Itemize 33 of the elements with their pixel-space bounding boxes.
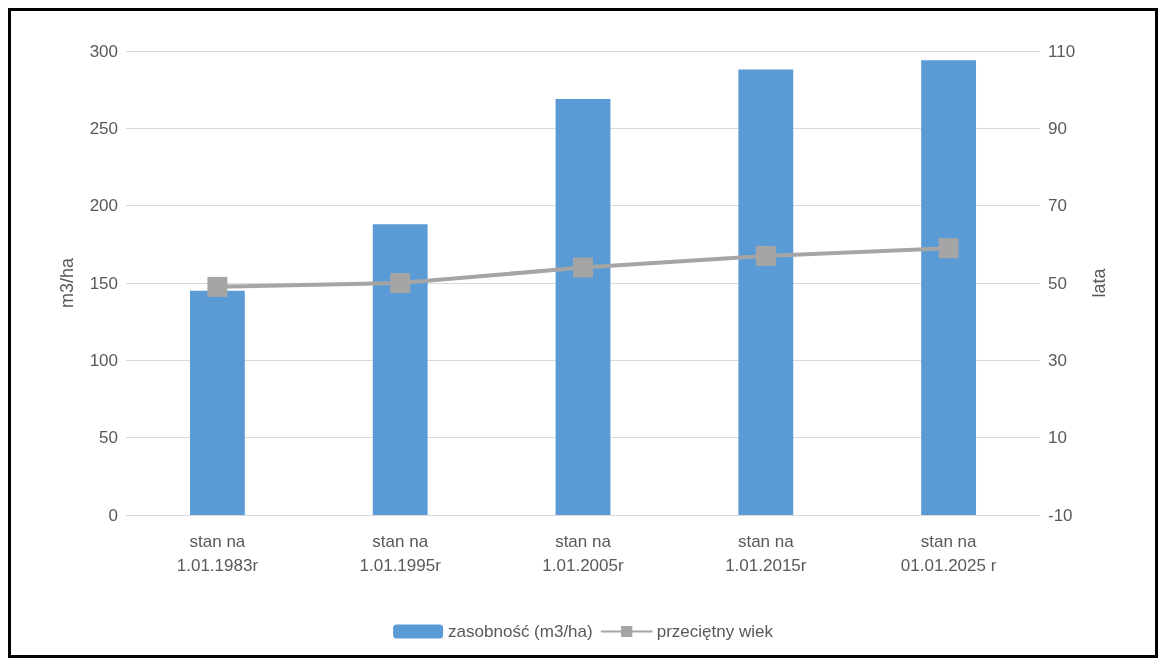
y2-axis-title: lata <box>1089 267 1109 298</box>
point <box>207 276 228 297</box>
bar <box>189 290 245 515</box>
y-tick-label: 150 <box>89 273 118 293</box>
y-axis-title: m3/ha <box>57 257 77 309</box>
y2-tick-label: 70 <box>1048 196 1067 216</box>
y2-tick-label: 30 <box>1048 350 1067 370</box>
x-tick-label: stan na 01.01.2025 r <box>900 531 997 575</box>
y2-tick-label: 110 <box>1048 41 1076 61</box>
x-tick-label: stan na 1.01.1983r <box>176 531 259 575</box>
y2-tick-label: -10 <box>1048 505 1073 525</box>
y-tick-label: 200 <box>89 196 118 216</box>
y-tick-label: 300 <box>89 41 118 61</box>
x-tick-label: stan na 1.01.2015r <box>725 531 807 575</box>
point <box>573 257 593 278</box>
y2-tick-label: 90 <box>1048 118 1067 138</box>
y2-tick-label: 10 <box>1048 428 1067 448</box>
bar <box>921 60 977 515</box>
y2-tick-label: 50 <box>1048 273 1067 293</box>
bar <box>555 98 611 515</box>
x-tick-label: stan na 1.01.1995r <box>359 531 442 575</box>
y-tick-label: 100 <box>89 350 118 370</box>
y-tick-label: 250 <box>89 118 118 138</box>
point <box>390 273 411 293</box>
x-tick-label: stan na 1.01.2005r <box>542 531 624 575</box>
legend-label: zasobność (m3/ha) <box>448 622 593 641</box>
bar <box>372 224 428 515</box>
y-tick-label: 0 <box>108 505 118 525</box>
bar <box>738 69 794 515</box>
point <box>755 245 776 266</box>
point <box>938 238 959 259</box>
legend-label: przeciętny wiek <box>656 622 774 641</box>
y-tick-label: 50 <box>99 428 118 448</box>
